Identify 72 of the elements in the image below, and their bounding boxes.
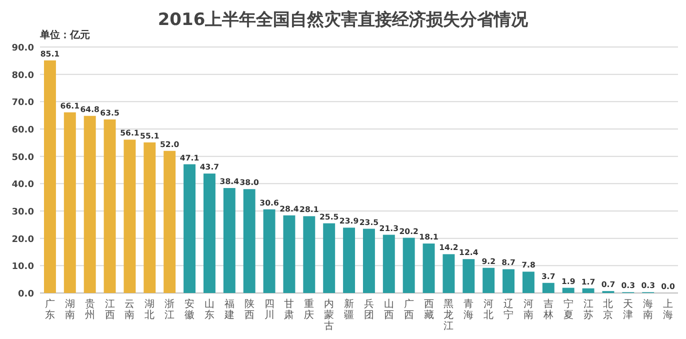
bar [124, 140, 136, 293]
bar [562, 288, 574, 293]
x-tick-label: 山西 [384, 298, 394, 321]
bar [223, 188, 236, 293]
bar [582, 288, 594, 293]
x-tick-label: 吉林 [542, 298, 554, 321]
x-tick-label: 贵州 [84, 298, 95, 321]
x-tick-label: 山东 [204, 298, 214, 321]
bar [44, 60, 56, 293]
x-tick-label: 湖南 [64, 298, 75, 321]
y-tick-label: 70.0 [12, 98, 34, 108]
bar [442, 254, 455, 293]
y-tick-label: 20.0 [12, 234, 34, 245]
x-tick-label: 广东 [44, 298, 55, 321]
bar [482, 268, 495, 293]
x-tick-label: 甘肃 [284, 298, 294, 321]
x-tick-label: 福建 [223, 298, 234, 321]
y-tick-label: 30.0 [12, 208, 34, 218]
y-tick-label: 90.0 [12, 44, 34, 54]
y-tick-label: 0.0 [18, 290, 34, 300]
bar [184, 164, 196, 293]
bar [323, 223, 336, 293]
y-tick-label: 80.0 [12, 70, 34, 81]
bar [64, 112, 76, 293]
x-tick-label: 浙江 [164, 298, 175, 321]
x-tick-label: 兵团 [364, 298, 374, 321]
x-tick-label: 陕西 [244, 298, 254, 321]
bar [164, 150, 176, 293]
bar [542, 282, 554, 293]
x-tick-label: 四川 [264, 299, 274, 321]
bar [104, 119, 116, 293]
x-tick-label: 湖北 [144, 298, 155, 321]
x-tick-label: 云南 [124, 299, 135, 321]
x-tick-label: 海南 [643, 298, 654, 321]
x-tick-label: 重庆 [304, 298, 314, 321]
x-tick-label: 北京 [603, 298, 614, 321]
x-tick-label: 江西 [104, 298, 115, 321]
bar [84, 116, 96, 293]
bar [263, 209, 276, 293]
bar [144, 142, 156, 293]
x-tick-label: 河北 [484, 298, 494, 321]
x-tick-label: 西藏 [424, 299, 434, 321]
y-axis-title: 单位：亿元 [39, 29, 90, 41]
y-tick-label: 50.0 [12, 152, 34, 163]
y-tick-label: 10.0 [12, 262, 34, 272]
bar [402, 238, 415, 293]
bar [362, 228, 375, 293]
bar [283, 215, 296, 293]
x-tick-label: 黑龙江 [444, 299, 454, 332]
chart-title: 2016上半年全国自然灾害直接经济损失分省情况 [158, 10, 530, 30]
bar [203, 174, 216, 293]
bar [303, 216, 316, 293]
x-tick-label: 青海 [464, 298, 474, 321]
x-tick-label: 辽宁 [504, 298, 514, 321]
x-tick-label: 江苏 [583, 298, 594, 321]
bar [382, 234, 395, 293]
x-tick-label: 广西 [404, 298, 414, 321]
bar [243, 189, 256, 293]
x-tick-label: 新疆 [344, 298, 354, 321]
bar [343, 228, 356, 293]
x-tick-label: 天津 [623, 299, 634, 321]
bar [462, 259, 475, 293]
bar [522, 272, 534, 293]
x-tick-label: 内蒙古 [324, 298, 334, 332]
x-tick-label: 安徽 [184, 298, 195, 321]
y-tick-label: 40.0 [12, 180, 34, 190]
y-tick-label: 60.0 [12, 126, 34, 136]
bar [422, 244, 435, 293]
x-tick-label: 河南 [523, 298, 534, 321]
x-tick-label: 上海 [663, 298, 674, 321]
bar [502, 269, 515, 293]
x-tick-label: 宁夏 [563, 298, 574, 321]
